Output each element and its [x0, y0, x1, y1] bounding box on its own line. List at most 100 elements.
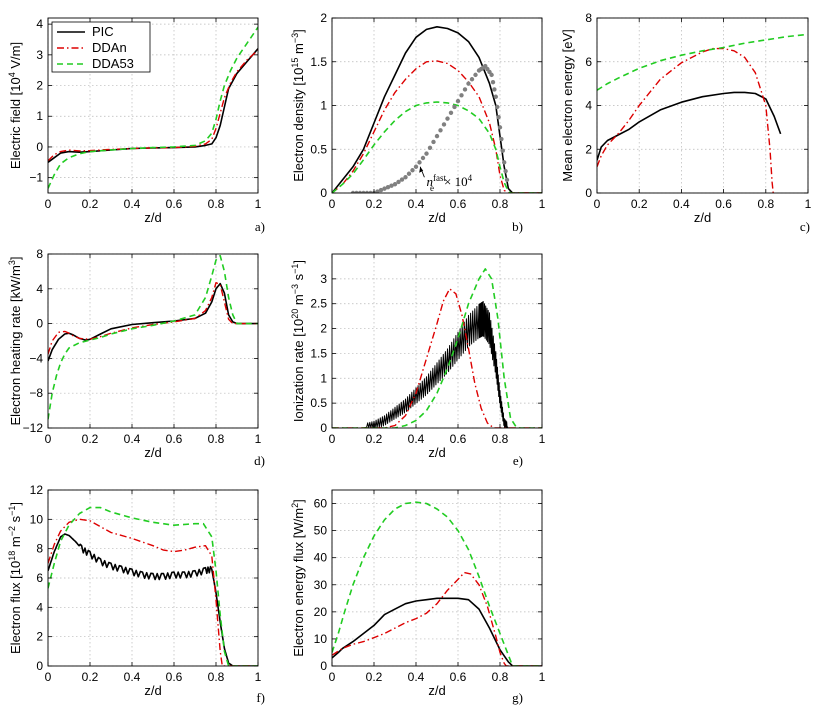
axes-frame — [331, 253, 543, 429]
annot-n: n — [427, 174, 434, 189]
y-tick-label: 2 — [320, 11, 327, 25]
panel-c: 0 0.2 0.4 0.6 0.8 1 0 2 4 6 8 z/d Mean electron ener… — [560, 11, 812, 234]
fast-electron-marker — [361, 190, 366, 193]
y-tick-label: 1 — [320, 371, 327, 385]
y-axis-label: Ionization rate [1020 m−3 s−1] — [290, 260, 306, 422]
series-line-dda53 — [332, 501, 542, 666]
y-label-superscript: 15 — [290, 58, 300, 68]
y-label-text: Electron heating rate [kW/m — [8, 265, 23, 425]
x-axis-label: z/d — [144, 445, 161, 460]
y-tick-label: 4 — [585, 99, 592, 113]
fast-electron-marker — [420, 155, 426, 161]
x-axis-label: z/d — [428, 210, 445, 225]
y-tick-label: 60 — [314, 497, 328, 511]
y-tick-label: 40 — [314, 551, 328, 565]
y-tick-label: 0 — [36, 659, 43, 673]
series-line-dda53 — [48, 26, 258, 189]
y-tick-label: 3 — [36, 48, 43, 62]
fast-electron-marker — [492, 87, 497, 92]
y-label-text: V/m] — [8, 42, 23, 72]
annotation-arrowhead — [419, 166, 424, 173]
x-tick-label: 0.2 — [82, 432, 99, 446]
x-tick-label: 0.2 — [366, 197, 383, 211]
fast-electron-marker — [406, 171, 412, 176]
y-label-superscript: 4 — [7, 72, 17, 77]
x-tick-label: 0.4 — [408, 197, 425, 211]
series-group — [332, 26, 542, 193]
x-tick-label: 1 — [255, 197, 262, 211]
series-line-dda53 — [48, 506, 258, 666]
series-group — [332, 268, 542, 428]
y-tick-label: 0 — [320, 186, 327, 200]
x-tick-label: 0.2 — [366, 432, 383, 446]
fast-electron-marker — [368, 190, 373, 193]
fast-electron-marker — [424, 151, 429, 156]
fast-electron-marker — [459, 93, 464, 98]
y-tick-label: 10 — [30, 512, 44, 526]
series-line-dda53 — [332, 101, 542, 193]
x-tick-label: 0.8 — [492, 432, 509, 446]
x-tick-label: 0.8 — [208, 670, 225, 684]
x-tick-label: 1 — [255, 670, 262, 684]
y-tick-label: 1.5 — [310, 55, 327, 69]
y-tick-label: 4 — [36, 600, 43, 614]
panel-letter: g) — [512, 690, 523, 705]
fast-electron-marker — [382, 186, 387, 191]
annot-times: × 10 — [444, 174, 468, 189]
x-tick-label: 1 — [539, 197, 546, 211]
y-tick-label: 1.5 — [310, 346, 327, 360]
x-tick-label: 0.4 — [124, 197, 141, 211]
panel-letter: e) — [513, 453, 523, 468]
x-tick-label: 0.2 — [82, 197, 99, 211]
y-label-superscript: 20 — [290, 309, 300, 319]
panel-letter: c) — [800, 219, 810, 234]
y-tick-label: 6 — [585, 55, 592, 69]
y-tick-label: 2 — [320, 322, 327, 336]
y-tick-label: 1 — [36, 109, 43, 123]
series-line-pic — [332, 597, 542, 666]
fast-electron-marker — [504, 177, 510, 183]
series-line-dda53 — [597, 33, 808, 91]
y-label-text: Electron energy flux [W/m — [291, 508, 306, 657]
y-tick-label: 2.5 — [310, 297, 327, 311]
x-tick-label: 0.6 — [166, 432, 183, 446]
y-label-text: ] — [291, 499, 306, 503]
fast-electron-marker — [455, 98, 461, 104]
fast-electron-marker — [503, 168, 508, 174]
x-axis-label: z/d — [428, 683, 445, 698]
x-tick-label: 0.8 — [757, 197, 774, 211]
y-tick-label: −1 — [29, 171, 43, 185]
x-tick-label: 0.2 — [631, 197, 648, 211]
series-line-pic — [48, 533, 258, 666]
y-label-text: Electron flux [10 — [8, 561, 23, 654]
fast-electron-marker — [434, 133, 440, 139]
y-label-text: m — [291, 43, 306, 57]
series-group — [597, 33, 808, 193]
x-axis-label: z/d — [144, 683, 161, 698]
x-tick-label: 0.4 — [408, 670, 425, 684]
x-tick-label: 0.8 — [208, 197, 225, 211]
fast-electron-marker — [438, 128, 443, 133]
y-tick-label: 4 — [36, 282, 43, 296]
series-line-pic — [48, 48, 258, 163]
y-label-text: Ionization rate [10 — [291, 319, 306, 422]
y-label-text: ] — [8, 256, 23, 260]
x-tick-label: 0.4 — [124, 670, 141, 684]
y-axis-label: Electron flux [1018 m−2 s−1] — [7, 502, 23, 654]
x-tick-label: 0.6 — [166, 197, 183, 211]
fast-electron-marker — [462, 87, 468, 92]
series-line-pic — [597, 91, 782, 161]
fast-electron-marker — [410, 168, 415, 173]
fast-electron-marker — [392, 182, 398, 187]
plot-area — [332, 254, 542, 428]
y-label-text: Mean electron energy [eV] — [560, 29, 575, 181]
y-label-superscript: 18 — [7, 551, 17, 561]
x-tick-label: 0.8 — [492, 670, 509, 684]
y-tick-label: 0 — [585, 186, 592, 200]
fast-electron-marker — [502, 160, 507, 165]
fast-electron-marker — [473, 72, 478, 78]
panel-letter: a) — [255, 219, 265, 234]
x-tick-label: 0.4 — [673, 197, 690, 211]
